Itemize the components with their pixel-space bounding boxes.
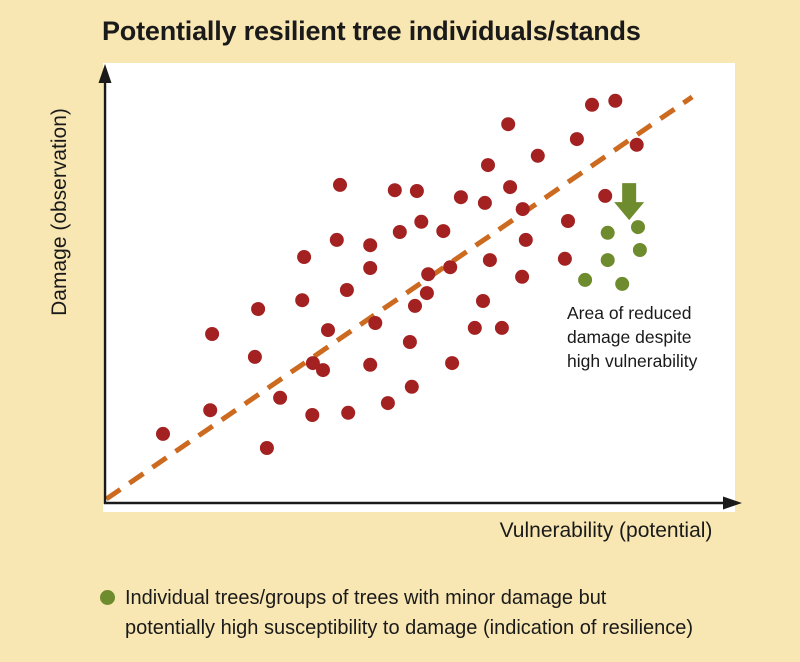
data-point-damaged xyxy=(453,190,468,205)
data-point-damaged xyxy=(295,293,310,308)
data-point-damaged xyxy=(443,260,458,275)
data-point-damaged xyxy=(305,356,320,371)
data-point-damaged xyxy=(392,225,407,239)
data-point-damaged xyxy=(387,183,402,198)
data-point-damaged xyxy=(476,294,490,308)
data-point-resilient xyxy=(615,276,630,291)
data-point-damaged xyxy=(341,405,356,420)
x-axis-arrowhead-icon xyxy=(723,496,742,510)
data-point-damaged xyxy=(321,323,335,338)
resilient-legend-dot-icon xyxy=(100,590,115,605)
trend-dashed-line xyxy=(104,94,694,502)
data-point-damaged xyxy=(515,269,530,284)
data-point-damaged xyxy=(530,148,545,163)
data-point-damaged xyxy=(515,202,530,217)
data-point-damaged xyxy=(436,224,451,239)
plot-area xyxy=(103,63,735,512)
data-point-damaged xyxy=(305,408,320,422)
legend: Individual trees/groups of trees with mi… xyxy=(100,583,693,643)
chart-title: Potentially resilient tree individuals/s… xyxy=(102,16,641,46)
annotation-text: Area of reduced damage despite high vuln… xyxy=(567,301,697,373)
data-point-damaged xyxy=(598,188,613,203)
data-point-damaged xyxy=(402,335,417,349)
data-point-damaged xyxy=(561,214,575,228)
data-point-damaged xyxy=(585,97,599,112)
data-point-damaged xyxy=(156,426,170,441)
data-point-damaged xyxy=(205,327,220,341)
data-point-damaged xyxy=(404,379,419,394)
data-point-resilient xyxy=(632,243,647,257)
data-point-damaged xyxy=(408,298,422,313)
annotation-line-3: high vulnerability xyxy=(567,351,698,371)
data-point-damaged xyxy=(251,302,266,316)
data-point-damaged xyxy=(380,396,395,411)
legend-text: Individual trees/groups of trees with mi… xyxy=(125,583,693,643)
resilience-arrow-icon xyxy=(614,183,645,221)
data-point-damaged xyxy=(203,403,218,418)
data-point-damaged xyxy=(363,261,378,275)
data-point-damaged xyxy=(482,253,497,268)
data-point-damaged xyxy=(316,363,330,378)
data-point-damaged xyxy=(608,93,623,108)
y-axis-label: Damage (observation) xyxy=(48,108,71,316)
data-point-damaged xyxy=(273,390,288,405)
data-point-resilient xyxy=(578,272,593,287)
data-point-damaged xyxy=(477,195,492,210)
data-point-damaged xyxy=(494,320,509,335)
data-point-resilient xyxy=(631,220,645,235)
data-point-damaged xyxy=(467,320,482,335)
y-axis-arrowhead-icon xyxy=(98,64,112,83)
data-point-damaged xyxy=(339,283,354,297)
data-point-damaged xyxy=(363,357,378,372)
data-point-damaged xyxy=(363,238,378,253)
data-point-damaged xyxy=(629,137,644,152)
annotation-line-2: damage despite xyxy=(567,327,692,347)
data-point-damaged xyxy=(419,286,434,301)
legend-line-2: potentially high susceptibility to damag… xyxy=(125,617,694,639)
annotation-line-1: Area of reduced xyxy=(567,303,692,323)
data-point-damaged xyxy=(329,232,344,247)
data-point-damaged xyxy=(368,316,383,330)
data-point-damaged xyxy=(445,356,460,371)
data-point-damaged xyxy=(501,117,516,132)
data-point-damaged xyxy=(409,184,424,198)
data-point-damaged xyxy=(557,251,572,266)
data-point-damaged xyxy=(333,177,347,192)
data-point-damaged xyxy=(481,158,495,173)
x-axis-label: Vulnerability (potential) xyxy=(499,519,713,542)
legend-line-1: Individual trees/groups of trees with mi… xyxy=(125,587,607,609)
data-point-damaged xyxy=(569,132,584,147)
data-point-damaged xyxy=(421,267,436,282)
data-point-damaged xyxy=(414,214,429,229)
data-point-damaged xyxy=(297,250,312,264)
data-point-damaged xyxy=(518,232,533,247)
data-point-damaged xyxy=(503,180,518,195)
data-point-damaged xyxy=(247,349,262,364)
data-point-damaged xyxy=(259,441,274,455)
data-point-resilient xyxy=(600,253,615,268)
data-point-resilient xyxy=(600,225,615,240)
